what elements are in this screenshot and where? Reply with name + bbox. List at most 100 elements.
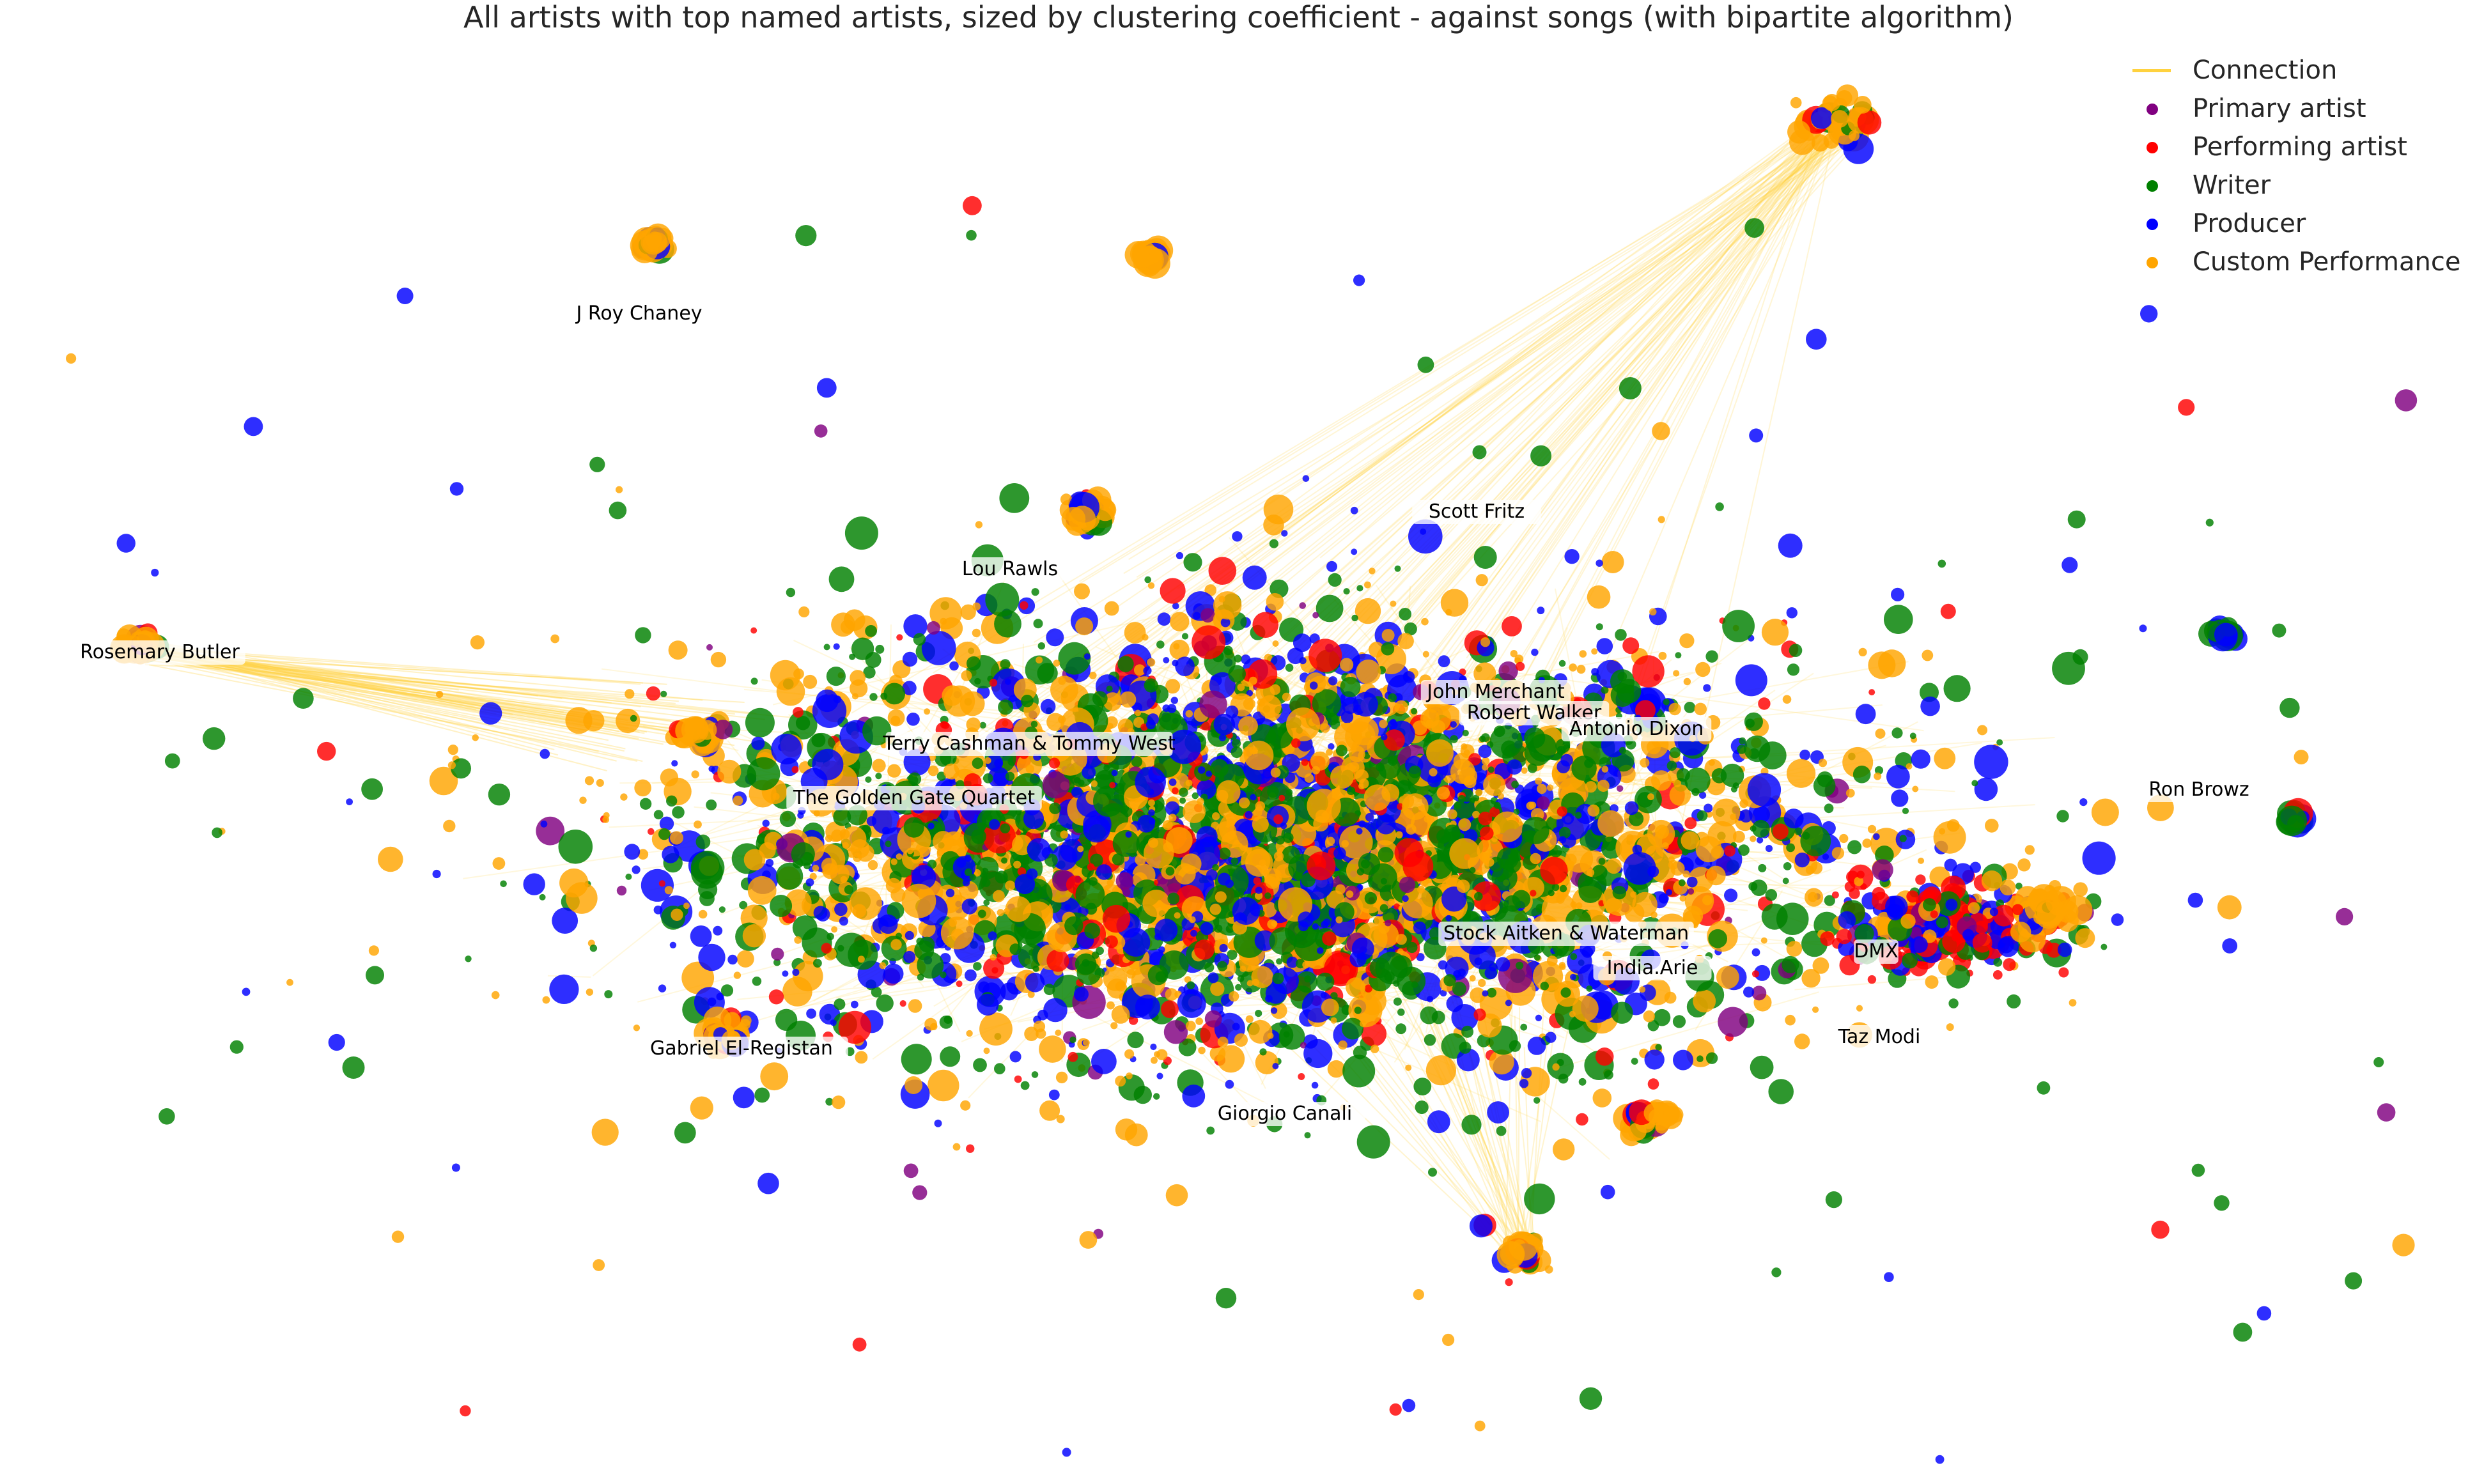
- artist-node: [973, 869, 981, 877]
- artist-nodes: [66, 84, 2418, 1464]
- artist-node: [1612, 885, 1626, 900]
- artist-node: [540, 748, 550, 759]
- artist-node: [1210, 982, 1225, 996]
- artist-node: [1596, 638, 1613, 654]
- artist-node: [1718, 1007, 1748, 1037]
- artist-node: [883, 683, 906, 705]
- artist-node: [451, 758, 471, 779]
- artist-node: [1192, 625, 1226, 660]
- artist-node: [1025, 973, 1045, 993]
- artist-node: [1115, 872, 1134, 890]
- artist-node: [1558, 660, 1566, 667]
- artist-node: [1503, 895, 1521, 912]
- artist-node: [833, 643, 840, 650]
- artist-node: [1482, 990, 1489, 997]
- artist-node: [653, 810, 664, 820]
- artist-node: [2111, 913, 2124, 926]
- connection-edge: [1425, 921, 1533, 1247]
- artist-node: [1724, 888, 1738, 902]
- artist-node: [720, 984, 734, 997]
- artist-node: [624, 844, 641, 860]
- artist-node: [1695, 661, 1711, 677]
- artist-node: [2072, 649, 2088, 665]
- connection-edge: [1123, 141, 1848, 575]
- artist-node: [1571, 755, 1597, 781]
- artist-node: [1706, 865, 1726, 886]
- artist-node: [1758, 863, 1767, 872]
- artist-node: [1649, 608, 1657, 615]
- artist-node: [1388, 693, 1397, 702]
- artist-node: [1526, 801, 1535, 810]
- artist-node: [844, 516, 878, 550]
- artist-node: [921, 631, 956, 665]
- artist-node: [1527, 1037, 1546, 1055]
- artist-node: [1169, 778, 1177, 786]
- artist-node: [1670, 861, 1685, 876]
- artist-node: [633, 1024, 641, 1032]
- artist-node: [1948, 998, 1959, 1009]
- artist-node: [447, 761, 456, 769]
- artist-node: [1639, 986, 1646, 993]
- artist-node: [1055, 1030, 1062, 1036]
- artist-node: [828, 566, 855, 592]
- artist-node: [1269, 927, 1297, 955]
- artist-node: [1458, 818, 1471, 831]
- artist-node: [1530, 890, 1537, 897]
- artist-node: [1252, 978, 1260, 986]
- artist-node: [1197, 798, 1204, 805]
- artist-node: [1360, 1020, 1367, 1027]
- artist-node: [1229, 991, 1239, 1002]
- artist-node: [1595, 1047, 1614, 1066]
- artist-node: [883, 963, 904, 984]
- artist-node: [890, 858, 897, 865]
- connection-edge: [150, 653, 482, 722]
- artist-node: [1340, 711, 1354, 723]
- artist-node: [1320, 992, 1327, 999]
- artist-node: [1411, 981, 1418, 988]
- artist-node: [949, 661, 959, 671]
- artist-node: [990, 954, 997, 961]
- artist-node: [1353, 692, 1378, 717]
- artist-node: [1920, 696, 1940, 716]
- artist-node: [1385, 920, 1392, 927]
- artist-node: [1110, 1022, 1118, 1030]
- artist-node: [779, 810, 796, 828]
- artist-node: [1225, 1079, 1234, 1089]
- artist-node: [1215, 891, 1227, 903]
- artist-node: [1283, 1031, 1290, 1038]
- artist-node: [1521, 767, 1528, 774]
- artist-node: [2079, 798, 2088, 807]
- artist-node: [961, 670, 972, 681]
- artist-node: [1207, 972, 1219, 984]
- artist-node: [1196, 826, 1218, 847]
- artist-node: [1005, 896, 1032, 922]
- artist-node: [1750, 835, 1757, 842]
- artist-node: [1399, 876, 1416, 893]
- artist-node: [942, 722, 950, 729]
- artist-node: [2003, 958, 2016, 971]
- artist-node: [1739, 809, 1753, 823]
- artist-node: [1450, 759, 1475, 784]
- artist-node: [1227, 949, 1238, 960]
- connection-edge: [169, 651, 634, 729]
- artist-node: [1891, 727, 1903, 739]
- artist-node: [1190, 929, 1197, 937]
- artist-node: [1399, 608, 1412, 621]
- artist-node: [1154, 918, 1178, 942]
- artist-node: [1787, 663, 1800, 676]
- artist-node: [1875, 728, 1886, 739]
- artist-node: [1156, 1072, 1163, 1079]
- artist-node: [887, 764, 901, 778]
- artist-node: [549, 974, 579, 1004]
- artist-node: [1264, 892, 1271, 899]
- artist-node: [956, 980, 963, 987]
- artist-node: [1156, 1049, 1168, 1061]
- artist-node: [1013, 678, 1037, 702]
- artist-node: [1597, 810, 1624, 837]
- artist-node: [1119, 691, 1137, 708]
- artist-node: [1536, 796, 1550, 810]
- artist-node: [903, 950, 916, 963]
- artist-node: [771, 947, 784, 961]
- artist-node: [1327, 1060, 1346, 1078]
